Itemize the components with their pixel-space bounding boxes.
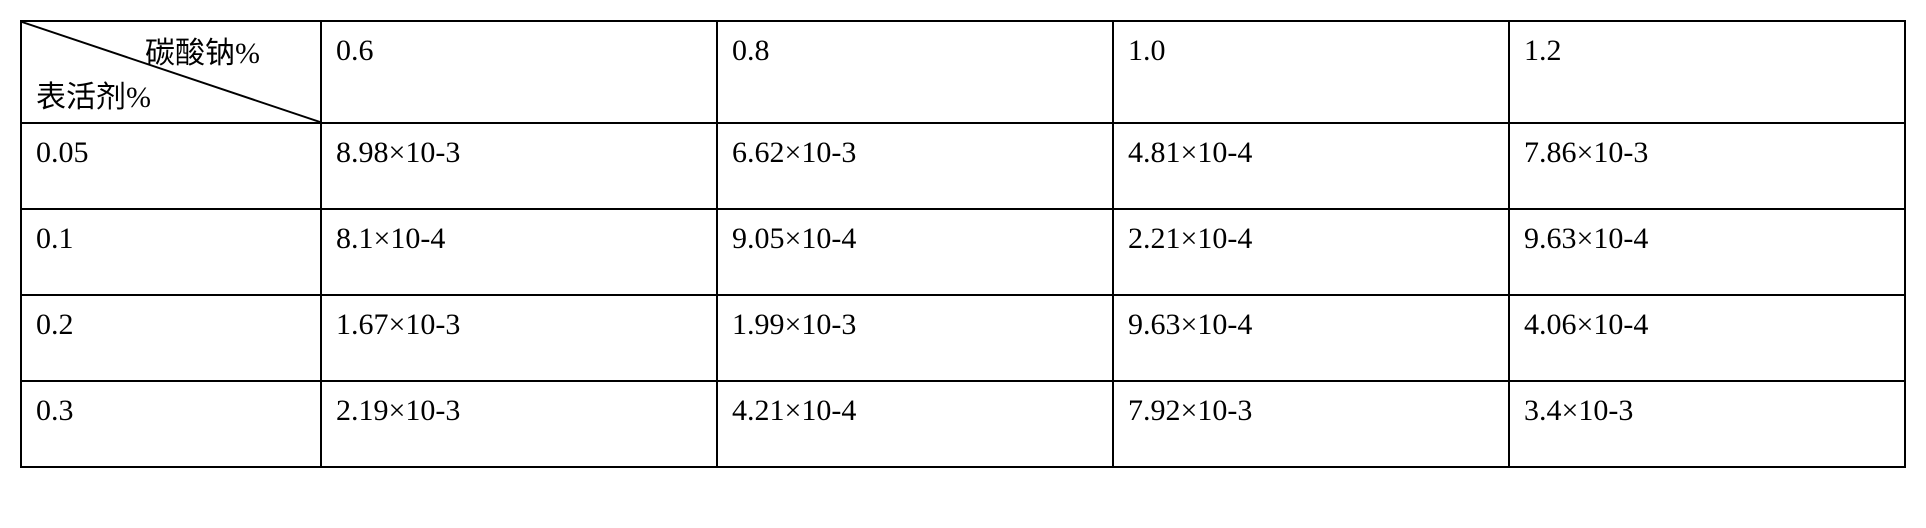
- table-cell: 2.21×10-4: [1113, 209, 1509, 295]
- table-header-row: 碳酸钠% 表活剂% 0.6 0.8 1.0 1.2: [21, 21, 1905, 123]
- table-cell: 8.1×10-4: [321, 209, 717, 295]
- row-header: 0.05: [21, 123, 321, 209]
- data-table: 碳酸钠% 表活剂% 0.6 0.8 1.0 1.2 0.05 8.98×10-3…: [20, 20, 1906, 468]
- row-header: 0.3: [21, 381, 321, 467]
- row-header: 0.1: [21, 209, 321, 295]
- col-header: 1.2: [1509, 21, 1905, 123]
- corner-bottom-label: 表活剂%: [36, 72, 151, 116]
- table-cell: 8.98×10-3: [321, 123, 717, 209]
- table-cell: 1.67×10-3: [321, 295, 717, 381]
- table-row: 0.1 8.1×10-4 9.05×10-4 2.21×10-4 9.63×10…: [21, 209, 1905, 295]
- table-cell: 6.62×10-3: [717, 123, 1113, 209]
- row-header: 0.2: [21, 295, 321, 381]
- table-cell: 4.21×10-4: [717, 381, 1113, 467]
- table-row: 0.2 1.67×10-3 1.99×10-3 9.63×10-4 4.06×1…: [21, 295, 1905, 381]
- col-header: 0.8: [717, 21, 1113, 123]
- table-cell: 9.63×10-4: [1113, 295, 1509, 381]
- table-cell: 9.05×10-4: [717, 209, 1113, 295]
- table-cell: 9.63×10-4: [1509, 209, 1905, 295]
- table-row: 0.05 8.98×10-3 6.62×10-3 4.81×10-4 7.86×…: [21, 123, 1905, 209]
- table-cell: 1.99×10-3: [717, 295, 1113, 381]
- corner-top-label: 碳酸钠%: [145, 28, 260, 72]
- table-row: 0.3 2.19×10-3 4.21×10-4 7.92×10-3 3.4×10…: [21, 381, 1905, 467]
- col-header: 1.0: [1113, 21, 1509, 123]
- table-cell: 4.81×10-4: [1113, 123, 1509, 209]
- table-cell: 2.19×10-3: [321, 381, 717, 467]
- table-cell: 3.4×10-3: [1509, 381, 1905, 467]
- table-cell: 7.92×10-3: [1113, 381, 1509, 467]
- col-header: 0.6: [321, 21, 717, 123]
- table-cell: 7.86×10-3: [1509, 123, 1905, 209]
- corner-cell: 碳酸钠% 表活剂%: [21, 21, 321, 123]
- table-cell: 4.06×10-4: [1509, 295, 1905, 381]
